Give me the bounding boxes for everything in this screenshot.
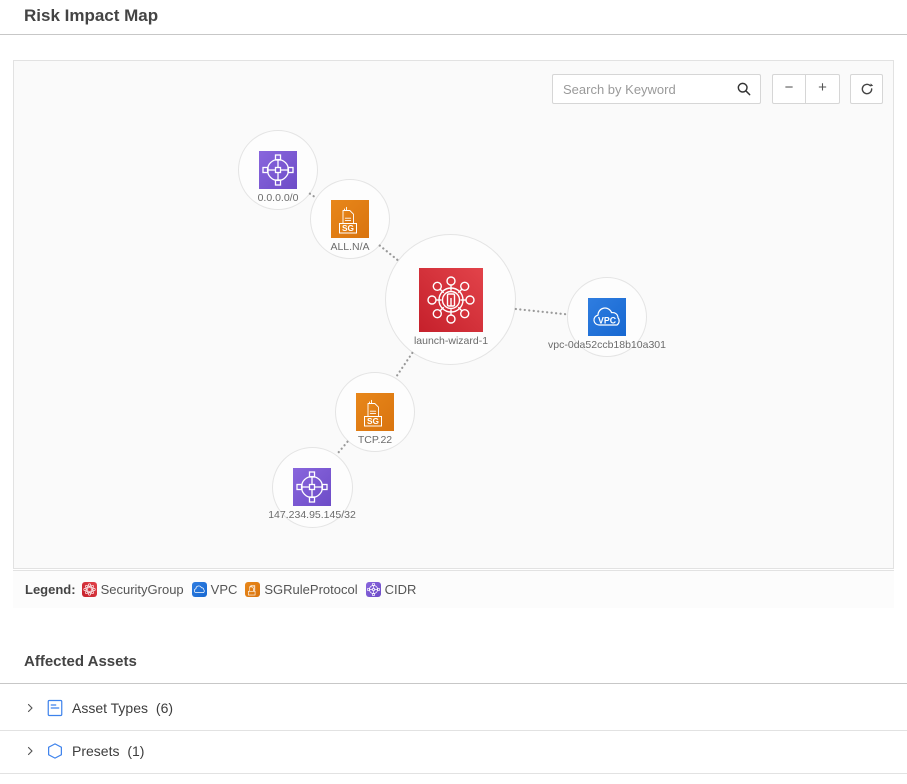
svg-text:SG: SG — [367, 416, 379, 426]
svg-text:VPC: VPC — [598, 316, 617, 326]
svg-text:SG: SG — [342, 223, 354, 233]
